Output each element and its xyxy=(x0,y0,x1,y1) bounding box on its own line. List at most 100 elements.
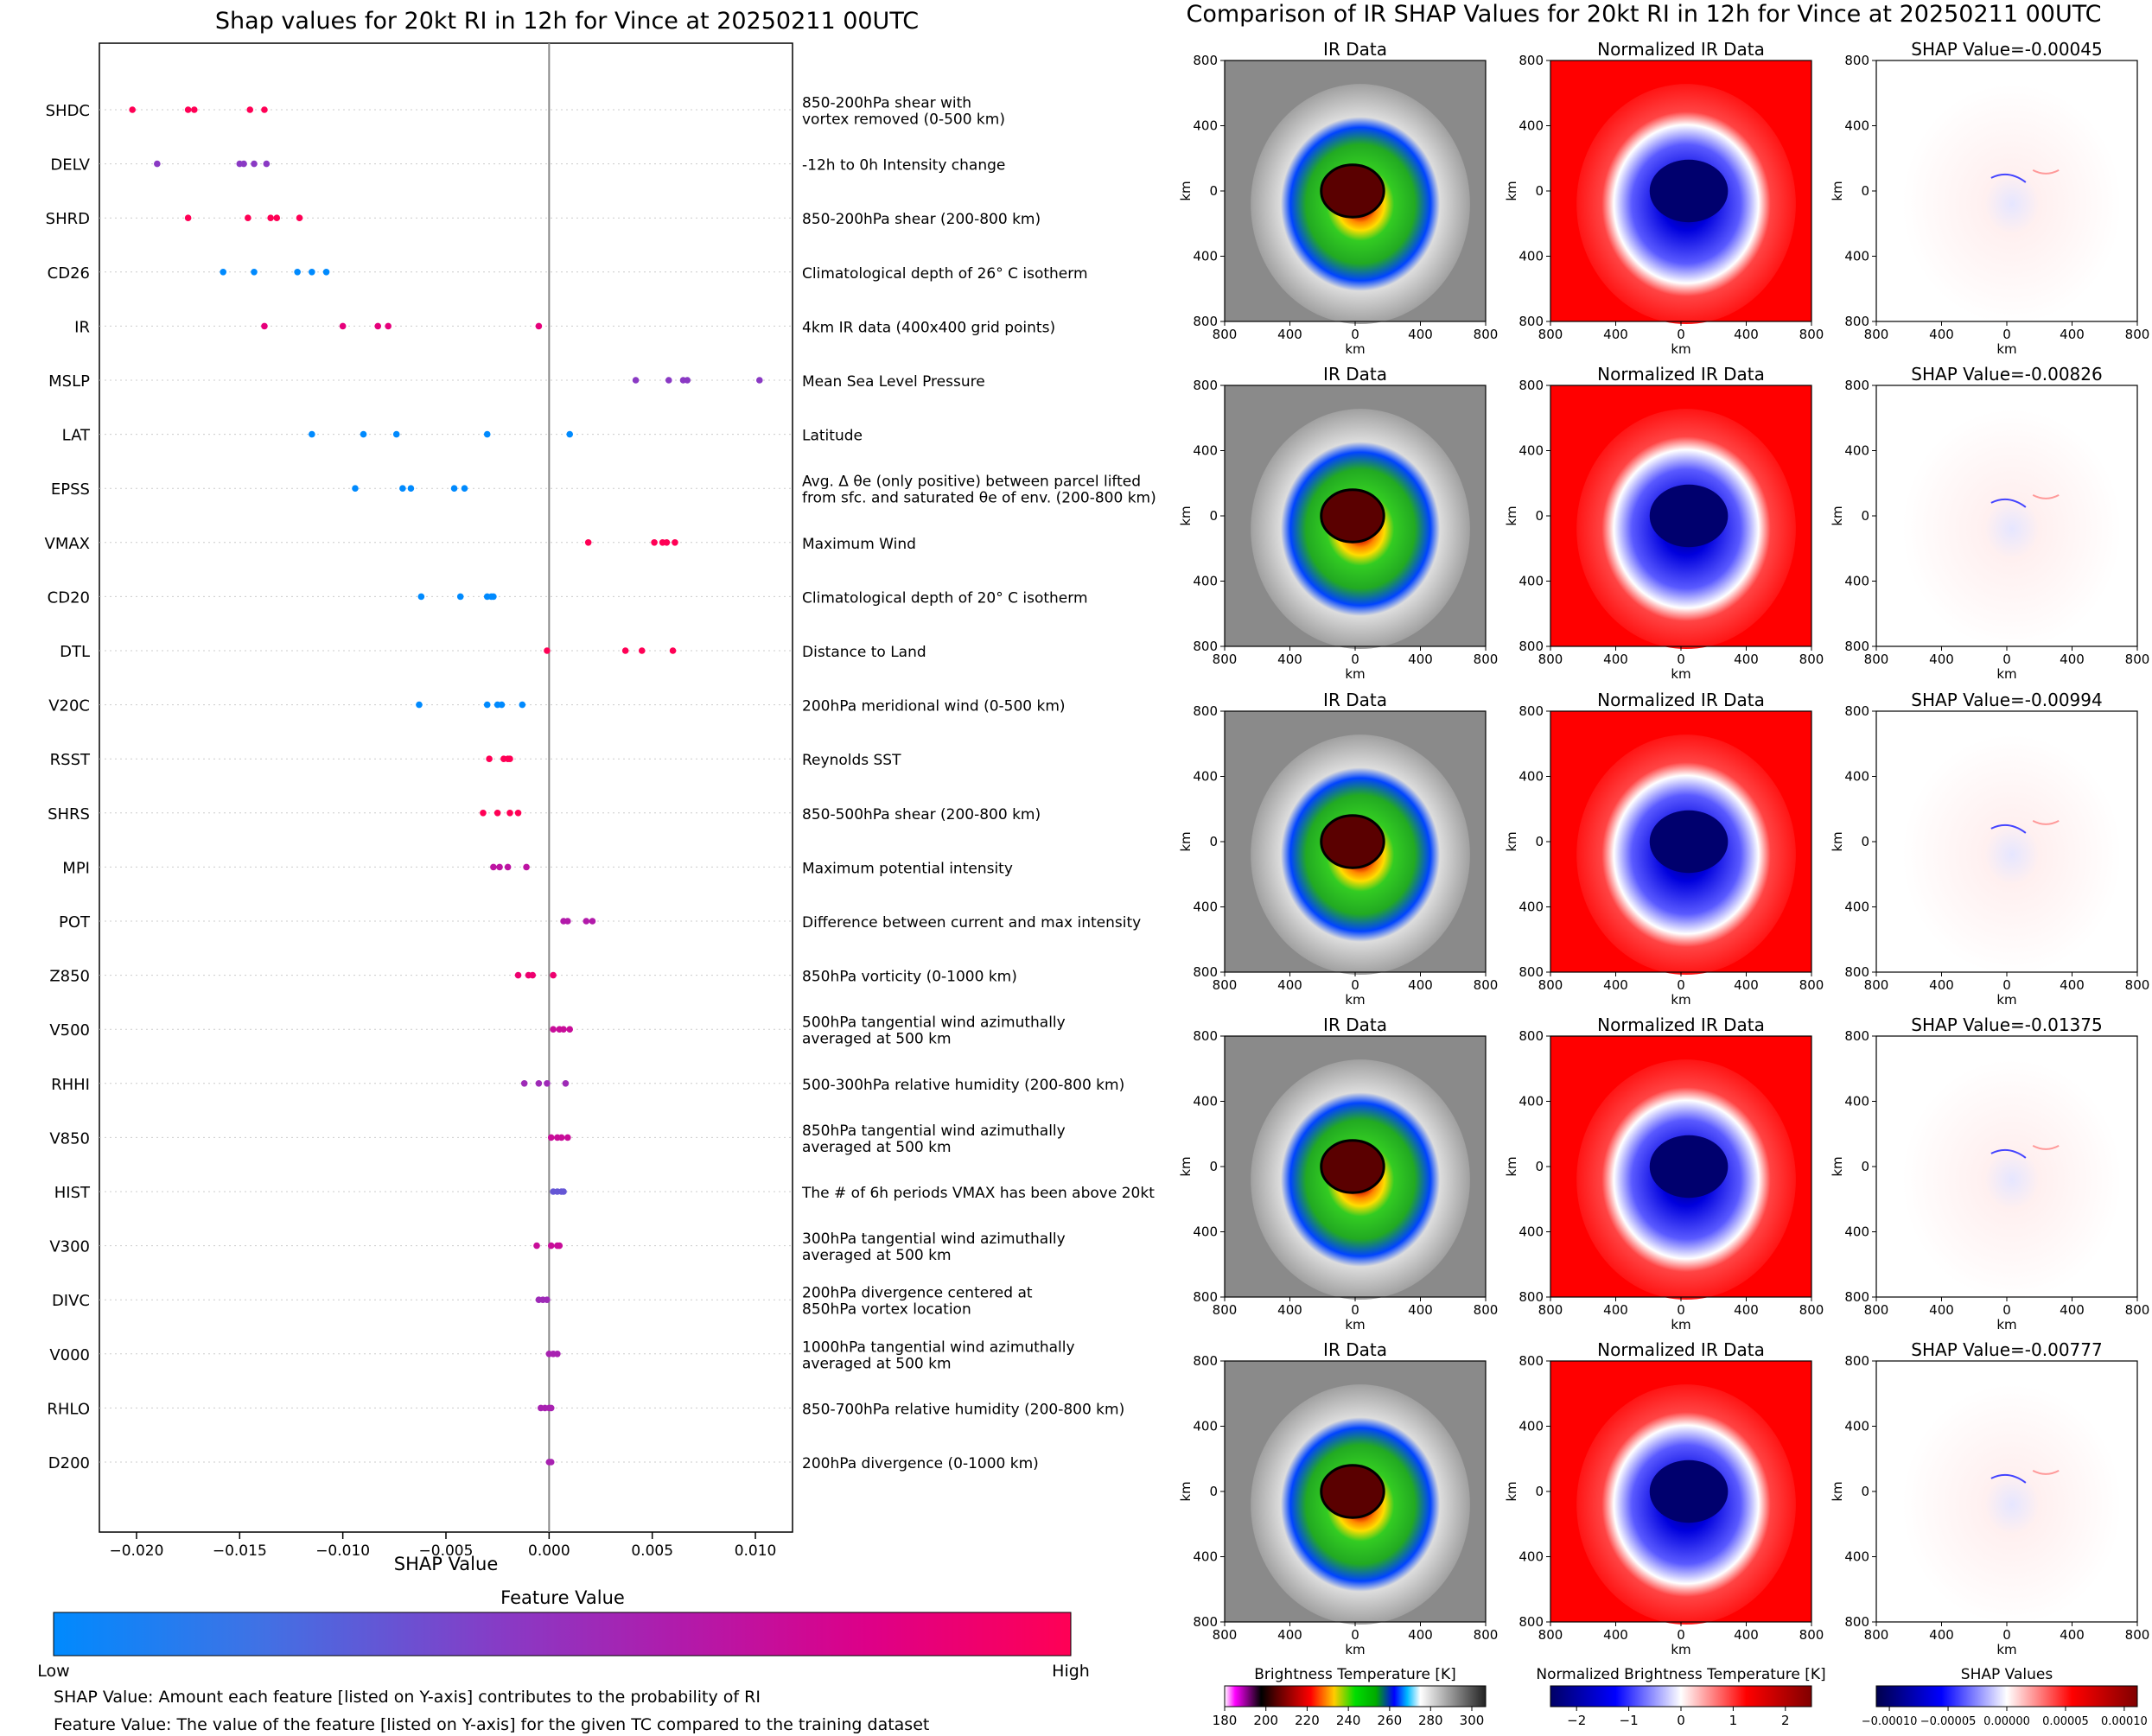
colorbar-label: Normalized Brightness Temperature [K] xyxy=(1536,1666,1825,1683)
y-tick-label: 0 xyxy=(1861,508,1869,524)
panel-grid: IR Data80080040040000400400800800kmkmNor… xyxy=(1178,39,2149,1657)
x-tick-label: 400 xyxy=(1277,977,1302,993)
colorbar-tick-label: 240 xyxy=(1336,1713,1361,1728)
y-axis-label: km xyxy=(1504,506,1519,525)
y-tick-label: 0 xyxy=(1535,508,1544,524)
x-axis-label: km xyxy=(1996,1642,2016,1657)
feature-desc-dtl: Distance to Land xyxy=(802,644,926,661)
shap-point-shrs xyxy=(514,810,522,817)
colorbar-low-label: Low xyxy=(37,1662,69,1681)
feature-desc-v500: averaged at 500 km xyxy=(802,1031,952,1048)
feature-name-pot: POT xyxy=(59,913,91,932)
y-tick-label: 400 xyxy=(1844,443,1869,459)
y-tick-label: 800 xyxy=(1193,1289,1218,1305)
y-tick-label: 400 xyxy=(1518,769,1544,785)
y-tick-label: 400 xyxy=(1844,900,1869,915)
y-tick-label: 800 xyxy=(1518,639,1544,654)
x-tick-label: 800 xyxy=(2125,1627,2150,1643)
feature-desc-shdc: 850-200hPa shear with xyxy=(802,95,971,112)
y-tick-label: 400 xyxy=(1193,1549,1218,1565)
shap-point-ir xyxy=(385,322,392,330)
shap-point-v300 xyxy=(547,1242,555,1250)
feature-desc-divc: 200hPa divergence centered at xyxy=(802,1285,1033,1302)
shap-point-v20c xyxy=(498,701,506,709)
x-axis-label: km xyxy=(1345,992,1365,1008)
x-tick-label: 400 xyxy=(1408,977,1433,993)
y-tick-label: 800 xyxy=(1844,1028,1869,1044)
x-axis-label: km xyxy=(1345,1317,1365,1332)
feature-name-shdc: SHDC xyxy=(46,102,90,120)
x-tick-label: 800 xyxy=(1799,1627,1824,1643)
x-tick-label: 0 xyxy=(2002,1302,2011,1318)
shap-feature xyxy=(2032,1469,2060,1475)
x-tick-label: 400 xyxy=(1734,327,1759,342)
feature-name-dtl: DTL xyxy=(60,643,90,661)
y-tick-label: 0 xyxy=(1535,183,1544,199)
storm-core xyxy=(1320,163,1385,219)
x-axis-label: km xyxy=(1671,1317,1690,1332)
x-tick-label: 800 xyxy=(1864,1627,1889,1643)
x-axis-label: km xyxy=(1671,666,1690,682)
y-tick-label: 800 xyxy=(1193,1028,1218,1044)
x-tick-label: 400 xyxy=(2060,1627,2085,1643)
x-tick-label: −0.010 xyxy=(315,1542,370,1560)
colorbar-3: SHAP Values −0.00010 −0.00005 0.00000 0.0000… xyxy=(1862,1666,2148,1728)
feature-name-vmax: VMAX xyxy=(45,535,91,553)
storm-image xyxy=(1902,84,2122,325)
panel-title: IR Data xyxy=(1323,364,1387,385)
shap-point-cd20 xyxy=(456,593,464,601)
feature-desc-cd20: Climatological depth of 20° C isotherm xyxy=(802,589,1088,607)
x-axis-label: km xyxy=(1671,1642,1690,1657)
x-tick-label: −0.020 xyxy=(110,1542,164,1560)
feature-name-mpi: MPI xyxy=(62,859,90,877)
x-tick-label: 800 xyxy=(1213,327,1238,342)
y-tick-label: 400 xyxy=(1518,1549,1544,1565)
shap-point-mslp xyxy=(756,377,763,384)
feature-name-cd26: CD26 xyxy=(48,264,90,283)
y-tick-label: 400 xyxy=(1518,1224,1544,1240)
x-tick-label: 400 xyxy=(1603,652,1628,667)
shap-point-shdc xyxy=(129,106,136,113)
shap-point-rhhi xyxy=(544,1080,551,1087)
shap-point-vmax xyxy=(651,539,658,546)
x-tick-label: 400 xyxy=(1603,1302,1628,1318)
x-tick-label: 0.000 xyxy=(528,1542,570,1560)
colorbar-tick-label: 260 xyxy=(1378,1713,1403,1728)
colorbar-tick-label: 200 xyxy=(1253,1713,1278,1728)
shap-point-pot xyxy=(583,918,590,925)
y-tick-label: 400 xyxy=(1518,574,1544,589)
y-tick-label: 800 xyxy=(1518,1289,1544,1305)
feature-name-v000: V000 xyxy=(49,1346,90,1364)
feature-desc-rhlo: 850-700hPa relative humidity (200-800 km… xyxy=(802,1401,1124,1418)
feature-desc-v300: 300hPa tangential wind azimuthally xyxy=(802,1230,1066,1248)
shap-point-z850 xyxy=(550,971,557,979)
shap-plot-area xyxy=(99,42,793,1533)
feature-desc-rhhi: 500-300hPa relative humidity (200-800 km… xyxy=(802,1077,1124,1094)
y-tick-label: 0 xyxy=(1861,183,1869,199)
shap-feature xyxy=(1990,173,2027,183)
shap-point-shdc xyxy=(184,106,192,113)
colorbar-2: Normalized Brightness Temperature [K] −2 −… xyxy=(1536,1666,1825,1728)
feature-name-mslp: MSLP xyxy=(48,372,90,391)
x-tick-label: 800 xyxy=(1864,652,1889,667)
panel-r5-c3: SHAP Value=-0.00777800800400400004004008… xyxy=(1830,1339,2149,1657)
feature-name-lat: LAT xyxy=(62,427,91,445)
storm-core xyxy=(1320,814,1385,869)
shap-point-v20c xyxy=(519,701,526,709)
colorbar-tick-label: 220 xyxy=(1295,1713,1320,1728)
y-axis-label: km xyxy=(1830,1156,1845,1176)
colorbar-tick-label: 300 xyxy=(1460,1713,1485,1728)
x-tick-label: 0 xyxy=(2002,1627,2011,1643)
y-tick-label: 800 xyxy=(1518,964,1544,980)
panel-r3-c2: Normalized IR Data8008004004000040040080… xyxy=(1504,690,1824,1008)
y-tick-label: 800 xyxy=(1844,964,1869,980)
shap-point-delv xyxy=(154,160,161,168)
y-axis-label: km xyxy=(1178,181,1194,200)
shap-point-dtl xyxy=(638,647,646,654)
feature-desc-v000: averaged at 500 km xyxy=(802,1355,952,1372)
footnote-feature: Feature Value: The value of the feature … xyxy=(54,1715,929,1734)
y-tick-label: 800 xyxy=(1193,639,1218,654)
